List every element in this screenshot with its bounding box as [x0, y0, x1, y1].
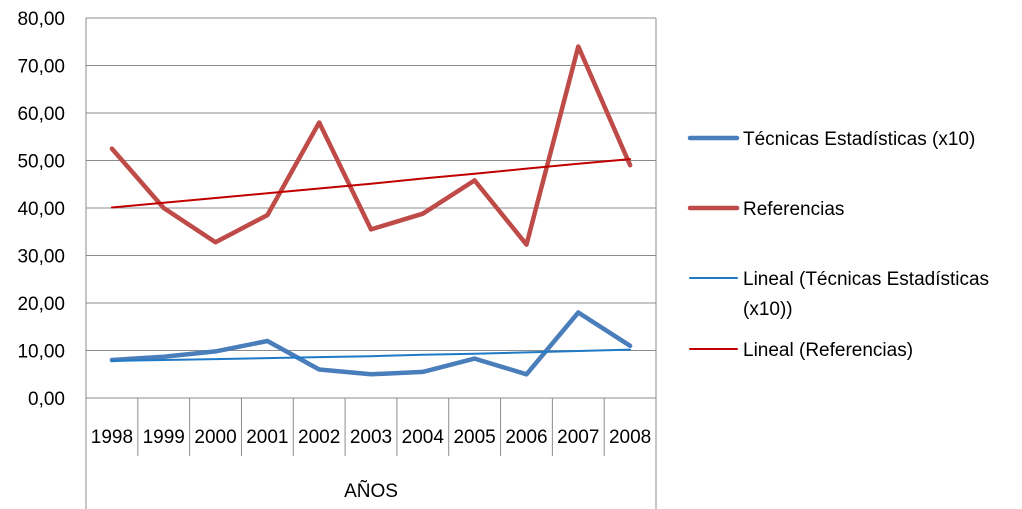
- x-tick-label: 2004: [402, 427, 445, 448]
- y-tick-label: 50,00: [17, 152, 65, 173]
- x-tick-label: 2003: [350, 427, 392, 448]
- y-tick-label: 80,00: [17, 9, 65, 30]
- x-axis-label: AÑOS: [344, 480, 398, 502]
- legend: Técnicas Estadísticas (x10) Referencias Li…: [687, 129, 989, 361]
- x-tick-label: 1998: [91, 427, 133, 448]
- x-tick-label: 2005: [453, 427, 495, 448]
- y-tick-label: 20,00: [17, 294, 65, 315]
- y-tick-label: 60,00: [17, 104, 65, 125]
- series-line-1: [109, 44, 633, 247]
- legend-label-0: Técnicas Estadísticas (x10): [743, 129, 975, 150]
- series-lines: [109, 44, 633, 377]
- series-line-3: [110, 158, 632, 209]
- legend-label-2: (x10)): [743, 299, 793, 320]
- y-axis-tick-labels: 0,00 10,00 20,00 30,00 40,00 50,00 60,00 70,00 8…: [17, 9, 65, 410]
- y-tick-label: 10,00: [17, 342, 65, 363]
- y-tick-label: 40,00: [17, 199, 65, 220]
- y-tick-label: 0,00: [28, 389, 65, 410]
- x-tick-label: 1999: [143, 427, 185, 448]
- legend-label-2: Lineal (Técnicas Estadísticas: [743, 269, 989, 290]
- legend-label-3: Lineal (Referencias): [743, 340, 913, 361]
- x-tick-label: 2001: [246, 427, 288, 448]
- x-axis: 1998 1999 2000 2001 2002 2003 2004 2005 2006 2007…: [85, 18, 657, 509]
- x-tick-label: 2006: [505, 427, 547, 448]
- legend-label-1: Referencias: [743, 199, 844, 220]
- x-tick-label: 2000: [194, 427, 236, 448]
- x-tick-label: 2002: [298, 427, 340, 448]
- y-tick-label: 70,00: [17, 57, 65, 78]
- y-tick-label: 30,00: [17, 247, 65, 268]
- series-line-2: [110, 348, 632, 362]
- series-line-0: [109, 310, 633, 377]
- gridlines: [86, 17, 656, 399]
- x-tick-label: 2008: [609, 427, 651, 448]
- x-tick-label: 2007: [557, 427, 599, 448]
